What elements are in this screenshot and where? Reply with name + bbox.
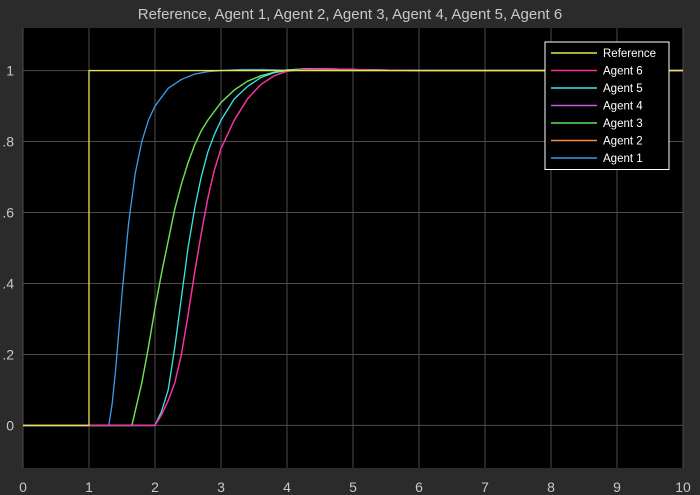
legend-label: Agent 4 [603, 101, 643, 113]
legend-item-agent-2[interactable]: Agent 2 [551, 136, 643, 148]
series-line-agent-1 [23, 68, 683, 427]
legend-label: Agent 3 [603, 118, 643, 130]
x-tick-label: 0 [19, 479, 27, 495]
y-tick-labels: 0 .2 .4 .6 .8 1 [2, 63, 14, 434]
x-tick-label: 7 [481, 479, 489, 495]
series-lines [23, 68, 683, 427]
legend-label: Agent 6 [603, 66, 643, 78]
x-tick-label: 1 [85, 479, 93, 495]
legend-item-agent-5[interactable]: Agent 5 [551, 83, 643, 95]
y-tick-label: .8 [2, 134, 14, 150]
legend-item-agent-4[interactable]: Agent 4 [551, 101, 643, 113]
x-tick-label: 6 [415, 479, 423, 495]
legend-label: Agent 2 [603, 136, 643, 148]
x-tick-label: 2 [151, 479, 159, 495]
legend-item-agent-1[interactable]: Agent 1 [551, 153, 643, 165]
series-line-reference [23, 69, 683, 427]
x-tick-label: 8 [547, 479, 555, 495]
legend-label: Agent 1 [603, 153, 643, 165]
legend[interactable]: Reference Agent 6 Agent 5 Agent 4 Agent 3 Age… [544, 41, 670, 170]
legend-item-agent-3[interactable]: Agent 3 [551, 118, 643, 130]
y-tick-label: 0 [6, 417, 14, 433]
x-tick-label: 10 [675, 479, 691, 495]
y-tick-label: .4 [2, 275, 14, 291]
y-tick-label: .2 [2, 346, 14, 362]
x-tick-labels: 0 1 2 3 4 5 6 7 8 9 10 [19, 479, 691, 495]
x-tick-label: 4 [283, 479, 291, 495]
legend-label: Agent 5 [603, 83, 643, 95]
y-tick-label: 1 [6, 63, 14, 79]
series-line-agent-6 [23, 68, 683, 427]
x-tick-label: 9 [613, 479, 621, 495]
x-tick-label: 5 [349, 479, 357, 495]
legend-label: Reference [603, 48, 656, 60]
legend-item-reference[interactable]: Reference [551, 48, 656, 60]
x-tick-label: 3 [217, 479, 225, 495]
y-tick-label: .6 [2, 205, 14, 221]
chart-title: Reference, Agent 1, Agent 2, Agent 3, Ag… [138, 6, 563, 23]
legend-item-agent-6[interactable]: Agent 6 [551, 66, 643, 78]
